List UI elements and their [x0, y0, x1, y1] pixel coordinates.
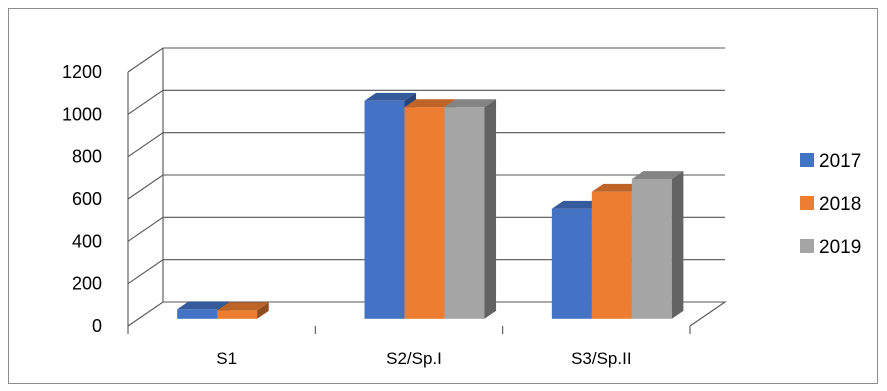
- y-tick-label: 600: [72, 189, 102, 209]
- x-category-label: S1: [216, 349, 237, 368]
- bar-front: [444, 107, 485, 319]
- gridlines: [127, 47, 727, 327]
- y-axis: 0 200 400 600 800 1000 1200: [62, 62, 102, 336]
- bar-top: [551, 200, 604, 209]
- bar-front: [177, 309, 218, 319]
- x-category-label: S2/Sp.I: [386, 349, 442, 368]
- y-tick-label: 1200: [62, 62, 102, 82]
- y-tick-label: 1000: [62, 104, 102, 124]
- bar-front: [404, 107, 445, 319]
- bar-top: [364, 92, 417, 101]
- gridline: [127, 47, 725, 73]
- legend-swatch: [800, 239, 814, 253]
- gridline: [127, 132, 725, 158]
- legend-label: 2019: [819, 237, 861, 258]
- bar-top: [444, 99, 497, 108]
- bar: [444, 99, 497, 319]
- bar-top: [217, 302, 269, 311]
- gridline: [127, 259, 725, 285]
- legend-label: 2017: [819, 151, 861, 172]
- legend-swatch: [800, 196, 814, 210]
- y-tick-label: 800: [72, 147, 102, 167]
- gridline: [127, 89, 725, 115]
- gridline: [127, 216, 725, 242]
- bar-side: [484, 99, 497, 319]
- y-tick-label: 400: [72, 231, 102, 251]
- bar-top: [591, 183, 644, 192]
- bar-front: [591, 191, 632, 319]
- bar: [631, 171, 684, 319]
- x-axis: S1 S2/Sp.I S3/Sp.II: [127, 326, 691, 368]
- legend-swatch: [800, 153, 814, 167]
- bar-front: [364, 100, 405, 319]
- bar-side: [671, 171, 684, 319]
- bar-top: [177, 301, 229, 310]
- bar-top: [631, 171, 684, 180]
- bar: [217, 302, 269, 319]
- y-tick-label: 200: [72, 274, 102, 294]
- bar-top: [404, 99, 457, 108]
- bar-front: [217, 310, 258, 319]
- bar-front: [631, 179, 672, 319]
- bar-side: [257, 302, 269, 319]
- legend-label: 2018: [819, 194, 861, 215]
- bar-front: [551, 208, 592, 319]
- y-tick-label: 0: [92, 316, 102, 336]
- x-category-label: S3/Sp.II: [571, 349, 631, 368]
- bars: [177, 92, 684, 319]
- gridline: [127, 174, 725, 200]
- legend: 2017 2018 2019: [800, 151, 861, 258]
